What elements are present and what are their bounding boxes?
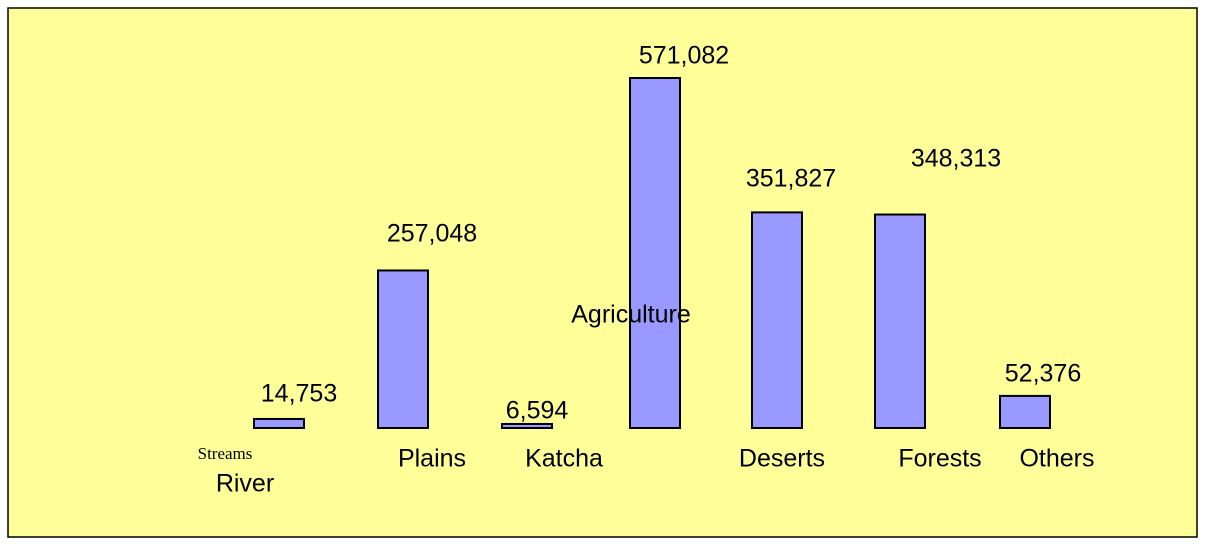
- bar: [377, 269, 429, 429]
- bar: [999, 394, 1051, 430]
- category-label: Others: [1019, 445, 1094, 473]
- bar: [629, 77, 681, 429]
- category-label: Deserts: [739, 445, 825, 473]
- category-label: Agriculture: [571, 301, 691, 329]
- value-label: 257,048: [387, 220, 477, 248]
- bar: [253, 417, 305, 430]
- value-label: 351,827: [746, 165, 836, 193]
- value-label: 52,376: [1005, 360, 1081, 388]
- category-label: Katcha: [525, 445, 603, 473]
- value-label: 571,082: [639, 42, 729, 70]
- category-label: Forests: [898, 445, 981, 473]
- bar: [874, 213, 926, 429]
- bar: [501, 422, 553, 429]
- value-label: 348,313: [911, 145, 1001, 173]
- value-label: 14,753: [261, 380, 337, 408]
- bar: [751, 211, 803, 429]
- value-label: 6,594: [506, 397, 569, 425]
- plot-area: [7, 7, 1198, 538]
- category-label: River: [216, 470, 274, 498]
- category-label: Plains: [398, 445, 466, 473]
- annotation: Streams: [198, 444, 253, 463]
